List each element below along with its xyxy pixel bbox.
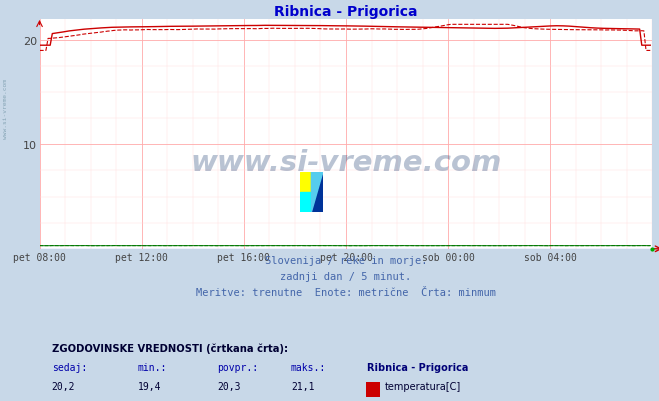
Text: sedaj:: sedaj: bbox=[52, 362, 87, 372]
Text: Slovenija / reke in morje.: Slovenija / reke in morje. bbox=[265, 255, 427, 265]
FancyBboxPatch shape bbox=[366, 382, 380, 397]
Text: maks.:: maks.: bbox=[291, 362, 326, 372]
Polygon shape bbox=[312, 172, 323, 213]
Text: ZGODOVINSKE VREDNOSTI (črtkana črta):: ZGODOVINSKE VREDNOSTI (črtkana črta): bbox=[52, 342, 288, 353]
Text: www.si-vreme.com: www.si-vreme.com bbox=[3, 78, 8, 138]
Text: 19,4: 19,4 bbox=[138, 381, 161, 391]
Text: povpr.:: povpr.: bbox=[217, 362, 258, 372]
Bar bbox=[300, 172, 312, 192]
Text: www.si-vreme.com: www.si-vreme.com bbox=[190, 148, 501, 176]
Text: temperatura[C]: temperatura[C] bbox=[385, 381, 461, 391]
Title: Ribnica - Prigorica: Ribnica - Prigorica bbox=[274, 5, 418, 19]
Polygon shape bbox=[312, 172, 323, 213]
Text: 21,1: 21,1 bbox=[291, 381, 314, 391]
Text: 20,2: 20,2 bbox=[52, 381, 75, 391]
Bar bbox=[300, 192, 312, 213]
Text: Meritve: trenutne  Enote: metrične  Črta: minmum: Meritve: trenutne Enote: metrične Črta: … bbox=[196, 288, 496, 298]
Text: min.:: min.: bbox=[138, 362, 167, 372]
Text: Ribnica - Prigorica: Ribnica - Prigorica bbox=[368, 362, 469, 372]
Text: zadnji dan / 5 minut.: zadnji dan / 5 minut. bbox=[280, 271, 412, 282]
Text: 20,3: 20,3 bbox=[217, 381, 241, 391]
